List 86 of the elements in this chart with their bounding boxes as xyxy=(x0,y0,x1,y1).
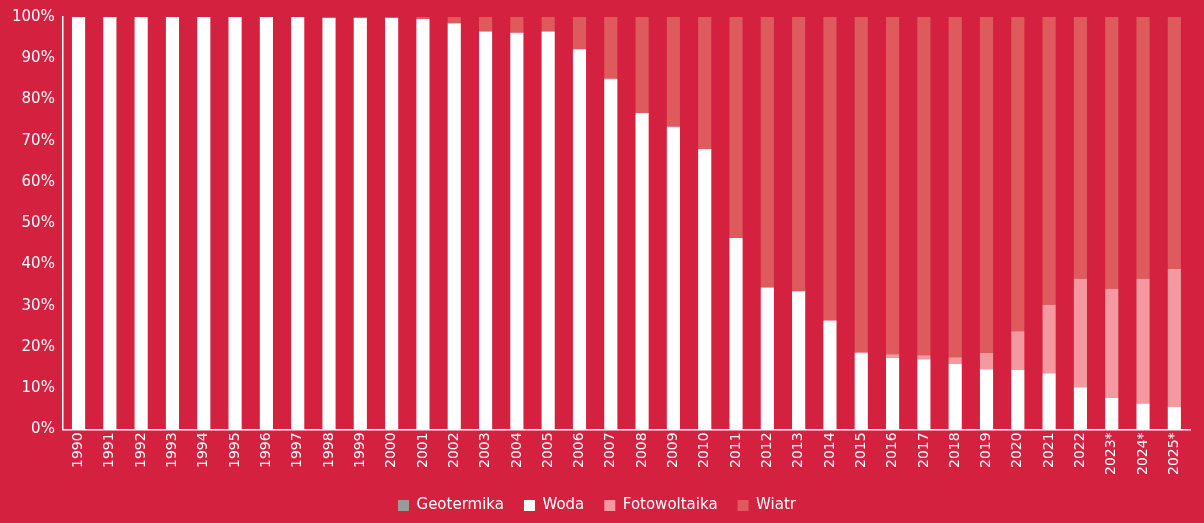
x-tick-label: 1990 xyxy=(69,432,86,469)
x-tick-label: 2017 xyxy=(914,432,931,469)
bar xyxy=(1136,17,1150,279)
bar xyxy=(979,17,994,354)
x-tick-label: 2002 xyxy=(444,432,461,469)
y-tick-label: 10% xyxy=(21,378,55,397)
bar xyxy=(510,17,524,33)
x-tick-label: 1998 xyxy=(319,432,336,469)
x-tick-label: 1997 xyxy=(288,432,305,469)
x-tick-label: 2024* xyxy=(1133,432,1150,476)
x-tick-label: 2011 xyxy=(726,432,743,469)
x-tick-label: 1995 xyxy=(225,432,242,469)
bar xyxy=(917,355,931,360)
bar xyxy=(447,17,461,24)
bar xyxy=(698,17,712,149)
x-tick-label: 1996 xyxy=(257,432,274,469)
bar xyxy=(1167,17,1181,269)
y-tick-label: 70% xyxy=(21,130,55,149)
y-tick-label: 20% xyxy=(21,336,55,355)
y-tick-label: 50% xyxy=(21,213,55,232)
x-tick-label: 2014 xyxy=(820,432,837,469)
y-tick-label: 80% xyxy=(21,89,55,108)
y-tick-label: 90% xyxy=(21,48,55,67)
x-tick-label: 2018 xyxy=(945,432,962,469)
bar xyxy=(1042,304,1056,374)
x-tick-label: 2015 xyxy=(851,432,868,469)
x-tick-label: 1993 xyxy=(163,432,180,469)
x-tick-label: 2020 xyxy=(1008,432,1025,469)
legend-label: Fotowoltaika xyxy=(622,495,718,514)
bar xyxy=(885,17,900,355)
x-tick-label: 2016 xyxy=(883,432,900,469)
x-tick-label: 1999 xyxy=(350,432,367,469)
bar xyxy=(729,17,743,239)
x-tick-label: 2004 xyxy=(507,432,524,469)
x-tick-label: 2019 xyxy=(977,432,994,469)
x-tick-label: 1994 xyxy=(194,432,211,469)
x-tick-label: 2022 xyxy=(1071,432,1088,469)
x-tick-label: 2008 xyxy=(632,432,649,469)
bar xyxy=(760,17,774,288)
x-tick-label: 1992 xyxy=(131,432,148,469)
legend-label: Wiatr xyxy=(756,495,797,514)
bar xyxy=(979,353,994,370)
x-tick-label: 2001 xyxy=(413,432,430,469)
bar xyxy=(1073,17,1087,279)
bar xyxy=(1042,17,1056,305)
x-tick-label: 2023* xyxy=(1102,432,1119,476)
bar xyxy=(635,17,649,114)
bar xyxy=(1011,331,1025,370)
x-tick-label: 2003 xyxy=(476,432,493,469)
bar xyxy=(948,17,962,358)
bar xyxy=(948,357,962,364)
x-tick-label: 2021 xyxy=(1039,432,1056,469)
x-tick-label: 1991 xyxy=(100,432,117,469)
y-tick-label: 30% xyxy=(21,295,55,314)
x-tick-label: 2010 xyxy=(695,432,712,469)
bar xyxy=(416,17,430,20)
bar xyxy=(1073,278,1087,388)
bar xyxy=(1167,268,1181,408)
y-tick-label: 40% xyxy=(21,254,55,273)
legend-label: Woda xyxy=(542,495,585,514)
bar xyxy=(541,17,555,32)
bar xyxy=(572,17,587,50)
y-tick-label: 60% xyxy=(21,171,55,190)
legend-label: Geotermika xyxy=(416,495,504,514)
x-tick-label: 2009 xyxy=(664,432,681,469)
y-tick-label: 0% xyxy=(31,419,55,438)
x-tick-label: 2006 xyxy=(570,432,587,469)
bar xyxy=(823,17,837,321)
bar xyxy=(917,17,931,356)
x-tick-label: 2025* xyxy=(1164,432,1181,476)
x-tick-label: 2013 xyxy=(789,432,806,469)
bar xyxy=(792,17,806,292)
bar xyxy=(854,17,868,353)
bar xyxy=(478,17,493,32)
bar xyxy=(604,17,618,79)
x-tick-label: 2005 xyxy=(538,432,555,469)
bar xyxy=(1136,278,1150,404)
x-tick-label: 2012 xyxy=(757,432,774,469)
x-tick-label: 2007 xyxy=(601,432,618,469)
bar xyxy=(1105,17,1119,289)
bar xyxy=(1011,17,1025,332)
bar xyxy=(1105,288,1119,399)
y-tick-label: 100% xyxy=(11,6,55,25)
x-tick-label: 2000 xyxy=(382,432,399,469)
bar xyxy=(885,354,900,359)
bar xyxy=(666,17,680,127)
